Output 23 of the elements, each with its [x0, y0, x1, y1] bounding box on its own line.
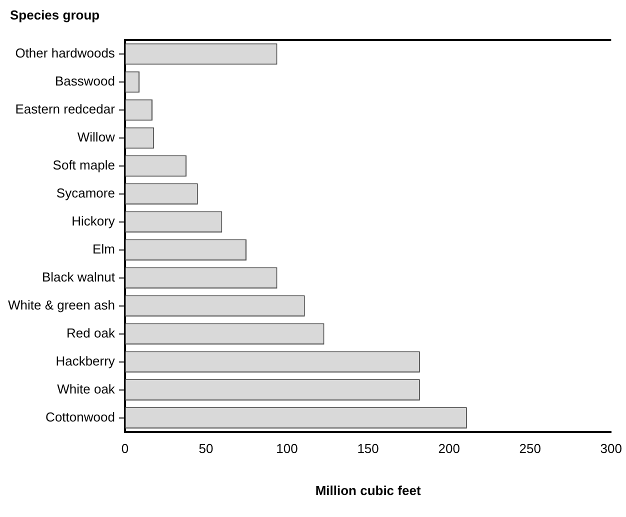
y-tick-label: Hackberry — [56, 353, 116, 368]
y-tick-label: Red oak — [66, 325, 116, 340]
x-tick-label: 0 — [121, 441, 129, 456]
y-axis-title: Species group — [10, 8, 100, 23]
x-tick-label: 300 — [600, 441, 622, 456]
y-tick-label: Hickory — [72, 213, 116, 228]
x-tick-label: 250 — [519, 441, 541, 456]
y-tick-label: Willow — [77, 130, 116, 145]
y-tick-label: White & green ash — [8, 297, 115, 312]
y-tick-label: Black walnut — [42, 269, 116, 284]
x-tick-label: 100 — [276, 441, 298, 456]
y-tick-label: Other hardwoods — [15, 46, 116, 61]
x-tick-label: 150 — [357, 441, 379, 456]
y-tick-label: Cottonwood — [46, 409, 115, 424]
y-tick-label: Elm — [92, 241, 115, 256]
y-tick-label: Basswood — [54, 74, 115, 89]
x-tick-label: 200 — [438, 441, 460, 456]
x-axis-title: Million cubic feet — [315, 482, 422, 498]
y-tick-label: Sycamore — [56, 186, 115, 200]
y-tick-label: Eastern redcedar — [15, 102, 116, 117]
x-tick-label: 50 — [198, 441, 214, 456]
y-tick-label: White oak — [57, 381, 116, 396]
y-tick-label: Soft maple — [52, 158, 115, 173]
